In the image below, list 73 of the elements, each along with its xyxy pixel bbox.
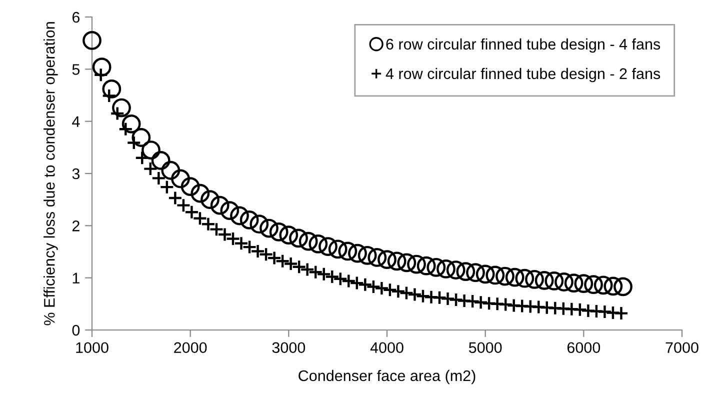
point: [210, 196, 230, 215]
point: [486, 266, 505, 285]
point: [358, 246, 377, 265]
point: [466, 263, 485, 282]
point: [378, 250, 396, 270]
point: [250, 214, 269, 234]
point: [318, 237, 338, 256]
y-tick-label: 4: [72, 116, 80, 127]
point: [102, 80, 122, 98]
point: [298, 232, 318, 251]
x-tick-label: 1000: [76, 342, 108, 354]
x-tick-label: 5000: [468, 342, 502, 354]
point: [426, 258, 446, 277]
point: [515, 268, 534, 288]
y-axis-title: % Efficiency loss due to condenser operation: [44, 22, 58, 326]
point: [348, 244, 367, 263]
point: [161, 160, 180, 180]
point: [122, 114, 141, 134]
point: [614, 277, 632, 296]
point: [496, 266, 514, 286]
point: [180, 177, 200, 196]
legend-label: 6 row circular finned tube design - 4 fans: [386, 38, 660, 53]
y-tick-label: 3: [72, 168, 80, 180]
x-tick-label: 4000: [370, 342, 404, 354]
point: [397, 253, 416, 272]
point: [505, 268, 524, 287]
point: [574, 274, 594, 294]
point: [220, 201, 240, 220]
point: [200, 190, 220, 210]
point: [456, 262, 476, 282]
point: [142, 140, 160, 160]
point: [416, 256, 436, 276]
point: [269, 222, 288, 242]
x-axis-title: Condenser face area (m2): [298, 370, 476, 384]
point: [171, 169, 190, 188]
y-tick-label: 1: [72, 272, 80, 284]
point: [387, 252, 406, 271]
point: [328, 240, 348, 259]
point: [564, 274, 584, 292]
point: [407, 254, 426, 274]
x-tick-label: 7000: [666, 342, 698, 354]
point: [132, 128, 151, 147]
x-tick-label: 3000: [272, 342, 306, 354]
point: [584, 275, 603, 294]
point: [436, 260, 456, 278]
point: [446, 260, 466, 280]
point: [279, 226, 298, 244]
point: [544, 272, 564, 290]
y-tick-label: 2: [72, 220, 80, 232]
x-tick-label: 6000: [567, 342, 600, 354]
legend-label: 4 row circular finned tube design - 2 fans: [386, 68, 660, 82]
point: [368, 248, 387, 267]
point: [92, 58, 112, 77]
point: [525, 270, 544, 289]
point: [289, 228, 308, 248]
y-tick-label: 6: [72, 12, 80, 23]
point: [338, 242, 358, 261]
point: [190, 184, 210, 203]
point: [230, 206, 249, 226]
point: [260, 218, 278, 238]
point: [604, 276, 623, 296]
y-tick-label: 0: [72, 324, 80, 336]
point: [594, 276, 613, 295]
point: [554, 272, 574, 292]
point: [151, 151, 170, 170]
point: [82, 31, 102, 50]
y-tick-label: 5: [72, 64, 80, 75]
x-tick-label: 2000: [174, 342, 207, 354]
point: [534, 271, 554, 290]
point: [240, 210, 259, 230]
point: [308, 234, 328, 254]
point: [476, 264, 495, 284]
point: [112, 98, 131, 118]
